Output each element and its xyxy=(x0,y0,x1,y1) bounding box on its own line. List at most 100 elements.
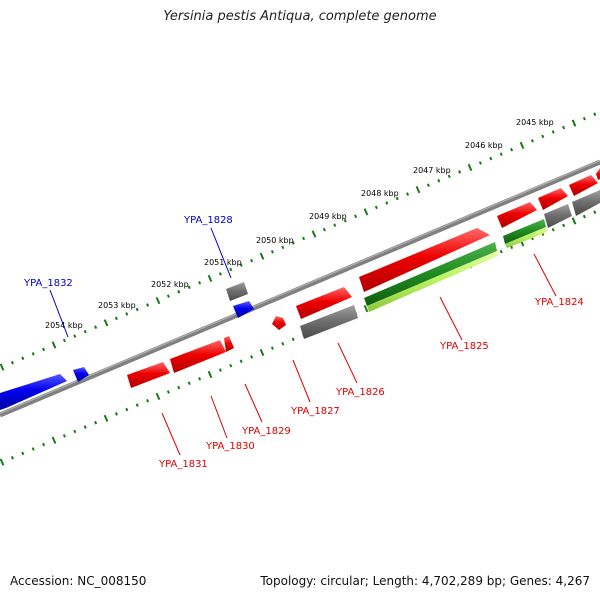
minor-tick xyxy=(187,381,191,385)
gene-label[interactable]: YPA_1829 xyxy=(241,426,291,437)
major-tick xyxy=(519,141,525,149)
minor-tick xyxy=(42,347,46,352)
major-tick xyxy=(51,436,57,444)
minor-tick xyxy=(458,170,462,174)
minor-tick xyxy=(322,227,326,232)
gene-feature[interactable] xyxy=(233,301,254,318)
major-tick xyxy=(0,458,5,466)
gene-leader-lines xyxy=(49,227,557,456)
backbone-highlight xyxy=(0,159,600,415)
gene-feature[interactable] xyxy=(572,190,600,216)
minor-tick xyxy=(21,451,25,456)
lower-tick-ring xyxy=(0,210,597,466)
minor-tick xyxy=(114,316,118,321)
minor-tick xyxy=(395,196,399,201)
minor-tick xyxy=(31,352,35,356)
major-tick xyxy=(0,363,5,371)
minor-tick xyxy=(385,201,389,205)
gene-feature[interactable] xyxy=(0,374,67,410)
minor-tick xyxy=(593,112,597,116)
minor-tick xyxy=(198,377,202,381)
minor-tick xyxy=(166,294,170,298)
kbp-label: 2046 kbp xyxy=(465,141,503,150)
minor-tick xyxy=(562,223,566,228)
major-tick xyxy=(363,208,369,216)
minor-tick xyxy=(135,403,139,407)
gene-feature[interactable] xyxy=(170,340,226,373)
minor-tick xyxy=(94,325,98,329)
minor-tick xyxy=(530,139,534,143)
minor-tick xyxy=(551,227,555,232)
minor-tick xyxy=(73,334,77,338)
minor-tick xyxy=(187,285,191,290)
rna-feature[interactable] xyxy=(503,219,546,244)
minor-tick xyxy=(302,236,306,241)
minor-tick xyxy=(562,125,566,130)
minor-tick xyxy=(42,442,46,447)
minor-tick xyxy=(281,341,285,346)
minor-tick xyxy=(135,307,139,312)
gene-label[interactable]: YPA_1827 xyxy=(290,406,340,417)
kbp-label: 2045 kbp xyxy=(516,118,554,127)
major-tick xyxy=(155,392,161,401)
kbp-label: 2047 kbp xyxy=(413,166,451,175)
gene-label[interactable]: YPA_1830 xyxy=(205,441,255,452)
forward-strand-features xyxy=(0,168,600,410)
minor-tick xyxy=(146,303,150,307)
minor-tick xyxy=(489,156,493,161)
minor-tick xyxy=(10,456,14,460)
minor-tick xyxy=(270,250,274,254)
gene-label[interactable]: YPA_1832 xyxy=(23,278,73,289)
minor-tick xyxy=(551,130,555,134)
minor-tick xyxy=(177,289,181,294)
major-tick xyxy=(415,186,421,194)
gene-feature[interactable] xyxy=(544,204,572,228)
gene-feature[interactable] xyxy=(224,336,234,352)
major-tick xyxy=(51,341,57,349)
minor-tick xyxy=(354,214,358,219)
rna-feature[interactable] xyxy=(367,251,498,312)
gene-label[interactable]: YPA_1831 xyxy=(158,459,208,470)
minor-tick xyxy=(229,267,233,272)
gene-label[interactable]: YPA_1824 xyxy=(534,297,584,308)
minor-tick xyxy=(343,218,347,223)
rna-feature[interactable] xyxy=(364,242,497,306)
minor-tick xyxy=(21,356,25,361)
kbp-label: 2050 kbp xyxy=(256,236,294,245)
gene-feature[interactable] xyxy=(272,316,286,330)
minor-tick xyxy=(83,425,87,429)
major-tick xyxy=(311,230,317,238)
major-tick xyxy=(363,305,369,313)
minor-tick xyxy=(10,360,14,365)
gene-feature[interactable] xyxy=(226,282,248,301)
minor-tick xyxy=(291,241,295,245)
gene-feature[interactable] xyxy=(596,168,600,180)
major-tick xyxy=(571,119,577,127)
gene-label[interactable]: YPA_1825 xyxy=(439,341,489,352)
gene-feature[interactable] xyxy=(359,228,490,292)
minor-tick xyxy=(510,147,514,152)
minor-tick xyxy=(406,192,410,196)
kbp-label: 2051 kbp xyxy=(204,258,242,267)
gene-feature[interactable] xyxy=(569,175,598,196)
major-tick xyxy=(259,252,265,260)
gene-feature[interactable] xyxy=(127,362,170,388)
gene-feature[interactable] xyxy=(300,305,358,339)
minor-tick xyxy=(582,214,586,219)
gene-feature[interactable] xyxy=(73,367,89,382)
minor-tick xyxy=(250,355,254,359)
gene-feature[interactable] xyxy=(538,188,568,210)
minor-tick xyxy=(125,407,129,412)
gene-label[interactable]: YPA_1828 xyxy=(183,215,233,226)
reverse-strand-features xyxy=(127,190,600,388)
rna-feature[interactable] xyxy=(505,227,547,248)
gene-feature[interactable] xyxy=(497,202,537,228)
gene-label[interactable]: YPA_1826 xyxy=(335,387,385,398)
kbp-label: 2048 kbp xyxy=(361,189,399,198)
minor-tick xyxy=(593,210,597,214)
minor-tick xyxy=(281,245,285,250)
gene-feature[interactable] xyxy=(296,287,352,319)
minor-tick xyxy=(478,161,482,165)
minor-tick xyxy=(447,174,451,179)
